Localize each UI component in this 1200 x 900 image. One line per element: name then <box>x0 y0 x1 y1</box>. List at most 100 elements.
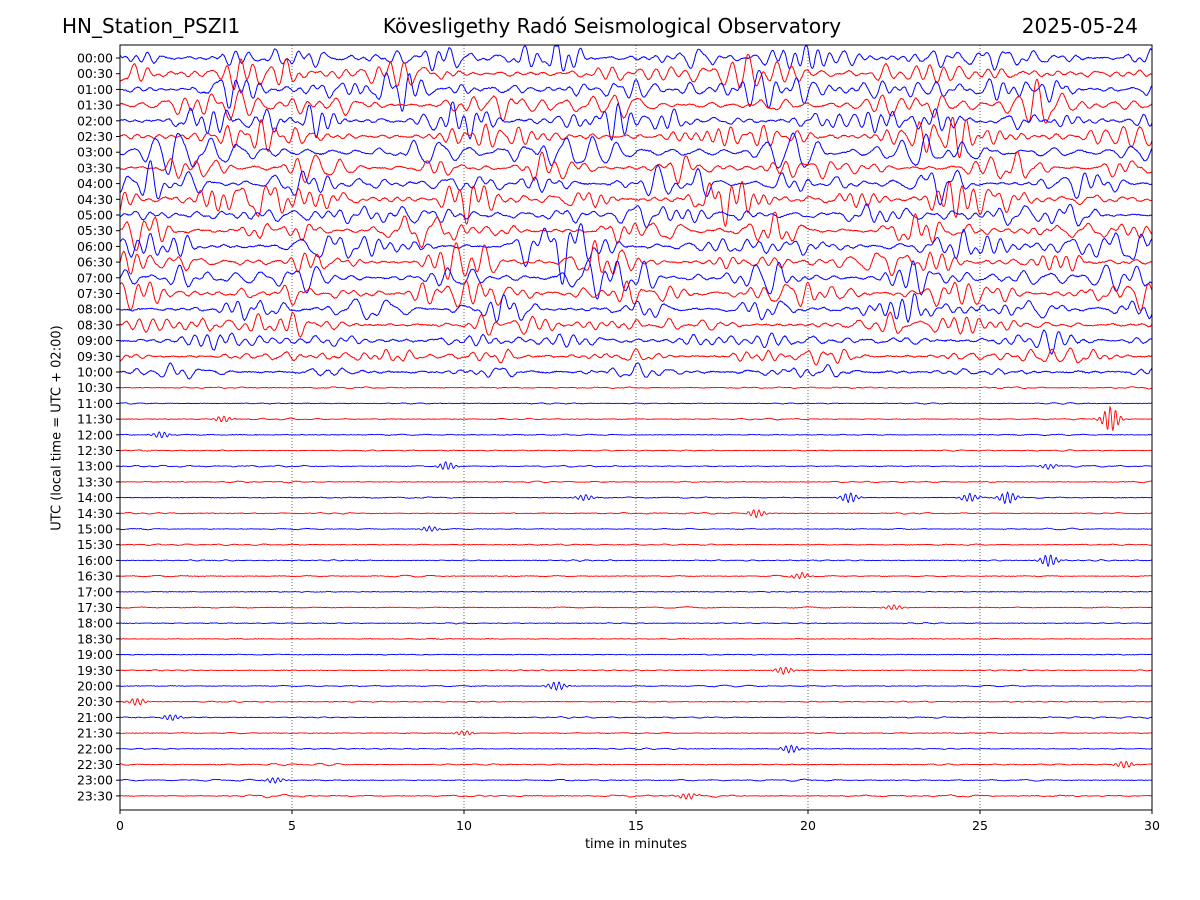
y-tick-label: 23:30 <box>77 788 113 803</box>
y-tick-label: 04:00 <box>77 176 113 191</box>
trace-11:00 <box>119 402 1153 405</box>
trace-16:30 <box>119 572 1153 580</box>
y-tick-label: 18:00 <box>77 616 113 631</box>
y-tick-label: 16:00 <box>77 553 113 568</box>
trace-18:30 <box>119 637 1153 640</box>
x-tick-label: 0 <box>116 818 124 833</box>
trace-00:00 <box>119 45 1153 72</box>
trace-08:30 <box>119 311 1153 338</box>
trace-15:30 <box>119 543 1153 547</box>
trace-06:00 <box>119 223 1153 285</box>
trace-20:00 <box>119 681 1153 691</box>
y-tick-label: 22:00 <box>77 741 113 756</box>
y-tick-label: 21:30 <box>77 726 113 741</box>
y-tick-label: 02:30 <box>77 129 113 144</box>
y-tick-label: 14:30 <box>77 506 113 521</box>
y-tick-label: 05:30 <box>77 223 113 238</box>
trace-04:00 <box>119 160 1153 206</box>
y-tick-label: 14:00 <box>77 490 113 505</box>
trace-17:00 <box>119 590 1153 593</box>
trace-18:00 <box>120 621 1152 625</box>
trace-13:30 <box>119 480 1153 484</box>
y-tick-label: 12:30 <box>77 443 113 458</box>
trace-20:30 <box>119 698 1153 706</box>
y-tick-label: 00:00 <box>77 51 113 66</box>
x-tick-label: 25 <box>972 818 988 833</box>
trace-19:30 <box>119 667 1152 675</box>
trace-12:30 <box>119 449 1153 452</box>
y-tick-label: 01:30 <box>77 98 113 113</box>
x-tick-label: 5 <box>288 818 296 833</box>
y-tick-label: 17:30 <box>77 600 113 615</box>
y-tick-label: 15:00 <box>77 522 113 537</box>
trace-23:00 <box>119 777 1153 784</box>
chart-date: 2025-05-24 <box>1021 14 1138 38</box>
y-tick-label: 13:00 <box>77 459 113 474</box>
trace-21:30 <box>119 730 1153 736</box>
trace-05:30 <box>119 211 1153 251</box>
y-tick-label: 12:00 <box>77 427 113 442</box>
trace-16:00 <box>119 554 1153 567</box>
trace-00:30 <box>119 54 1152 91</box>
y-tick-label: 07:30 <box>77 286 113 301</box>
trace-10:00 <box>119 362 1153 380</box>
y-tick-label: 03:00 <box>77 145 113 160</box>
y-tick-label: 21:00 <box>77 710 113 725</box>
y-tick-label: 05:00 <box>77 208 113 223</box>
y-tick-label: 10:00 <box>77 365 113 380</box>
trace-09:00 <box>119 329 1153 355</box>
chart-title: Kövesligethy Radó Seismological Observat… <box>382 14 842 38</box>
seismic-traces <box>119 45 1153 800</box>
y-tick-label: 17:00 <box>77 584 113 599</box>
y-tick-label: 09:30 <box>77 349 113 364</box>
y-tick-label: 11:00 <box>77 396 113 411</box>
y-tick-label: 11:30 <box>77 412 113 427</box>
trace-02:30 <box>119 117 1153 159</box>
trace-14:30 <box>119 509 1153 519</box>
x-axis-label: time in minutes <box>584 837 688 852</box>
y-tick-label: 18:30 <box>77 631 113 646</box>
x-tick-label: 15 <box>628 818 644 833</box>
trace-10:30 <box>119 386 1153 390</box>
trace-15:00 <box>119 525 1152 532</box>
y-tick-label: 19:30 <box>77 663 113 678</box>
trace-03:00 <box>119 132 1153 175</box>
y-tick-label: 09:00 <box>77 333 113 348</box>
trace-08:00 <box>119 293 1153 323</box>
y-tick-label: 01:00 <box>77 82 113 97</box>
y-tick-label: 20:00 <box>77 679 113 694</box>
trace-14:00 <box>119 491 1153 504</box>
trace-17:30 <box>119 604 1153 610</box>
y-tick-label: 07:00 <box>77 270 113 285</box>
y-axis-ticks: 00:0000:3001:0001:3002:0002:3003:0003:30… <box>77 51 120 803</box>
trace-02:00 <box>119 101 1153 141</box>
trace-12:00 <box>119 431 1152 439</box>
station-name: HN_Station_PSZI1 <box>62 14 241 38</box>
y-tick-label: 10:30 <box>77 380 113 395</box>
trace-22:30 <box>119 760 1153 769</box>
trace-23:30 <box>119 793 1153 800</box>
y-tick-label: 23:00 <box>77 773 113 788</box>
trace-11:30 <box>119 406 1153 431</box>
x-tick-label: 20 <box>800 818 816 833</box>
trace-22:00 <box>120 744 1153 754</box>
trace-19:00 <box>119 653 1153 656</box>
y-tick-label: 02:00 <box>77 113 113 128</box>
trace-21:00 <box>120 714 1153 721</box>
trace-09:30 <box>119 347 1153 366</box>
y-tick-label: 16:30 <box>77 569 113 584</box>
x-tick-label: 30 <box>1144 818 1160 833</box>
grid-lines <box>291 45 981 810</box>
y-tick-label: 15:30 <box>77 537 113 552</box>
trace-13:00 <box>120 461 1153 470</box>
y-tick-label: 13:30 <box>77 474 113 489</box>
trace-06:30 <box>119 240 1153 280</box>
x-axis-ticks: 0 5 10 15 20 25 30 <box>116 810 1160 833</box>
trace-01:00 <box>119 70 1153 112</box>
y-tick-label: 20:30 <box>77 694 113 709</box>
y-tick-label: 03:30 <box>77 160 113 175</box>
y-axis-label: UTC (local time = UTC + 02:00) <box>49 325 65 531</box>
trace-05:00 <box>119 203 1153 229</box>
trace-01:30 <box>119 78 1153 124</box>
